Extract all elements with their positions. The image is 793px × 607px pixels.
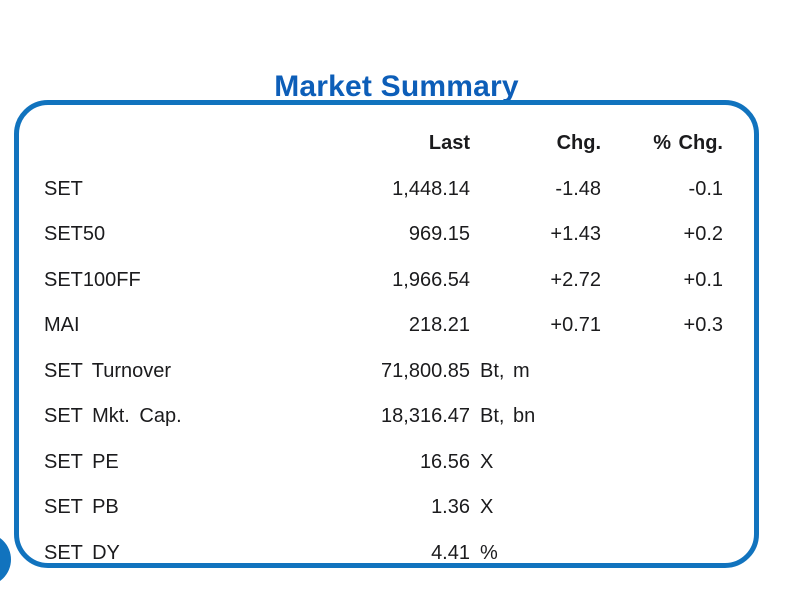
unit-label: Bt, bn <box>480 405 536 427</box>
header-chg: Chg. <box>556 132 601 154</box>
row-label: SET Turnover <box>44 359 172 382</box>
row-label: SET PE <box>44 450 119 473</box>
table-row: SET PB 1.36 X <box>14 496 759 519</box>
table-row: SET50 969.15 +1.43 +0.2 <box>14 223 759 246</box>
unit-label: % <box>480 541 498 564</box>
table-header: Last Chg. % Chg. <box>14 132 759 155</box>
unit-label: Bt, m <box>480 359 530 382</box>
table-row: SET Turnover 71,800.85 Bt, m <box>14 360 759 383</box>
market-summary-table: Last Chg. % Chg. SET 1,448.14 -1.48 -0.1… <box>14 100 759 568</box>
header-last: Last <box>428 132 470 154</box>
unit-label: X <box>480 496 494 518</box>
last-value: 71,800.85 <box>381 359 470 382</box>
chg-value: +1.43 <box>550 223 601 245</box>
pchg-value: +0.1 <box>683 268 723 291</box>
table-row: MAI 218.21 +0.71 +0.3 <box>14 314 759 337</box>
last-value: 1,966.54 <box>392 268 470 291</box>
chg-value: +2.72 <box>550 268 601 291</box>
table-row: SET DY 4.41 % <box>14 542 759 565</box>
last-value: 1,448.14 <box>392 177 470 200</box>
pchg-value: +0.2 <box>683 223 723 245</box>
summary-panel <box>14 100 759 568</box>
last-value: 4.41 <box>431 541 470 564</box>
last-value: 1.36 <box>431 496 470 518</box>
page-title: Market Summary <box>274 70 519 104</box>
row-label: SET100FF <box>44 268 141 291</box>
chg-value: +0.71 <box>550 314 601 336</box>
row-label: SET50 <box>44 223 106 245</box>
pchg-value: +0.3 <box>683 314 723 336</box>
row-label: SET <box>44 177 83 200</box>
unit-label: X <box>480 450 494 473</box>
last-value: 218.21 <box>408 314 470 336</box>
last-value: 969.15 <box>408 223 470 245</box>
table-row: SET Mkt. Cap. 18,316.47 Bt, bn <box>14 405 759 428</box>
table-row: SET 1,448.14 -1.48 -0.1 <box>14 178 759 201</box>
header-pchg: % Chg. <box>653 132 723 154</box>
corner-circle-decoration <box>0 533 11 586</box>
table-row: SET PE 16.56 X <box>14 451 759 474</box>
row-label: SET PB <box>44 496 119 518</box>
row-label: SET DY <box>44 541 120 564</box>
row-label: MAI <box>44 314 80 336</box>
pchg-value: -0.1 <box>688 177 723 200</box>
chg-value: -1.48 <box>555 177 601 200</box>
last-value: 18,316.47 <box>381 405 470 427</box>
row-label: SET Mkt. Cap. <box>44 405 182 427</box>
last-value: 16.56 <box>419 450 470 473</box>
table-row: SET100FF 1,966.54 +2.72 +0.1 <box>14 269 759 292</box>
